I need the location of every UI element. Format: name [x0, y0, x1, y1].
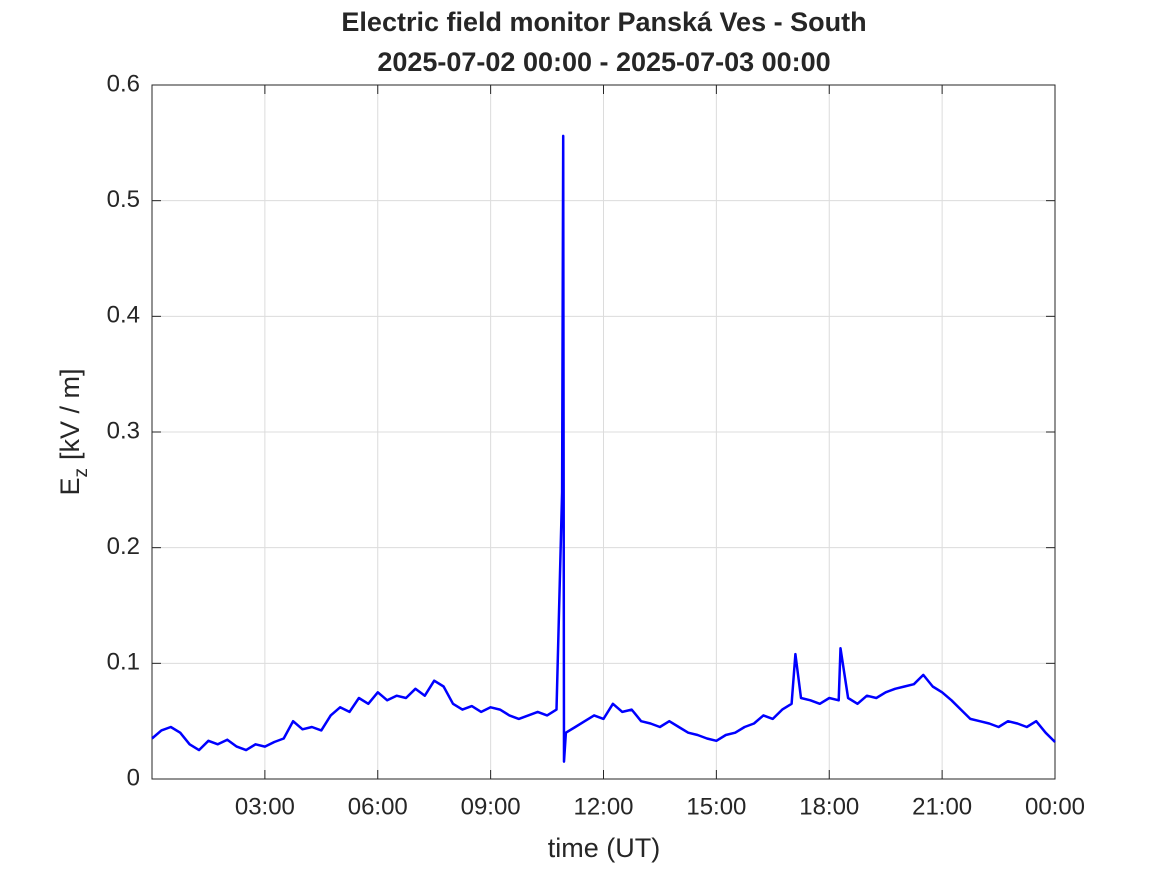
- chart-subtitle: 2025-07-02 00:00 - 2025-07-03 00:00: [377, 47, 830, 77]
- y-tick-label: 0.1: [107, 649, 140, 676]
- x-tick-label: 03:00: [235, 793, 295, 820]
- x-tick-label: 09:00: [461, 793, 521, 820]
- x-tick-label: 18:00: [799, 793, 859, 820]
- plot-frame: [151, 84, 1056, 780]
- y-tick-label: 0: [127, 764, 140, 791]
- y-tick-label: 0.6: [107, 70, 140, 97]
- x-axis-label: time (UT): [548, 833, 660, 863]
- x-tick-label: 06:00: [348, 793, 408, 820]
- data-line: [151, 134, 1056, 763]
- y-label-unit: [kV / m]: [55, 368, 85, 460]
- x-tick-label: 00:00: [1025, 793, 1085, 820]
- y-label-main: E: [55, 478, 85, 496]
- x-tick-label: 21:00: [912, 793, 972, 820]
- chart-title: Electric field monitor Panská Ves - Sout…: [341, 7, 866, 37]
- y-tick-label: 0.3: [107, 417, 140, 444]
- y-axis-label: Ez [kV / m]: [55, 368, 92, 495]
- y-label-subscript: z: [71, 468, 92, 478]
- y-tick-label: 0.2: [107, 533, 140, 560]
- y-tick-label: 0.4: [107, 302, 140, 329]
- x-tick-label: 12:00: [573, 793, 633, 820]
- x-tick-label: 15:00: [686, 793, 746, 820]
- y-tick-label: 0.5: [107, 186, 140, 213]
